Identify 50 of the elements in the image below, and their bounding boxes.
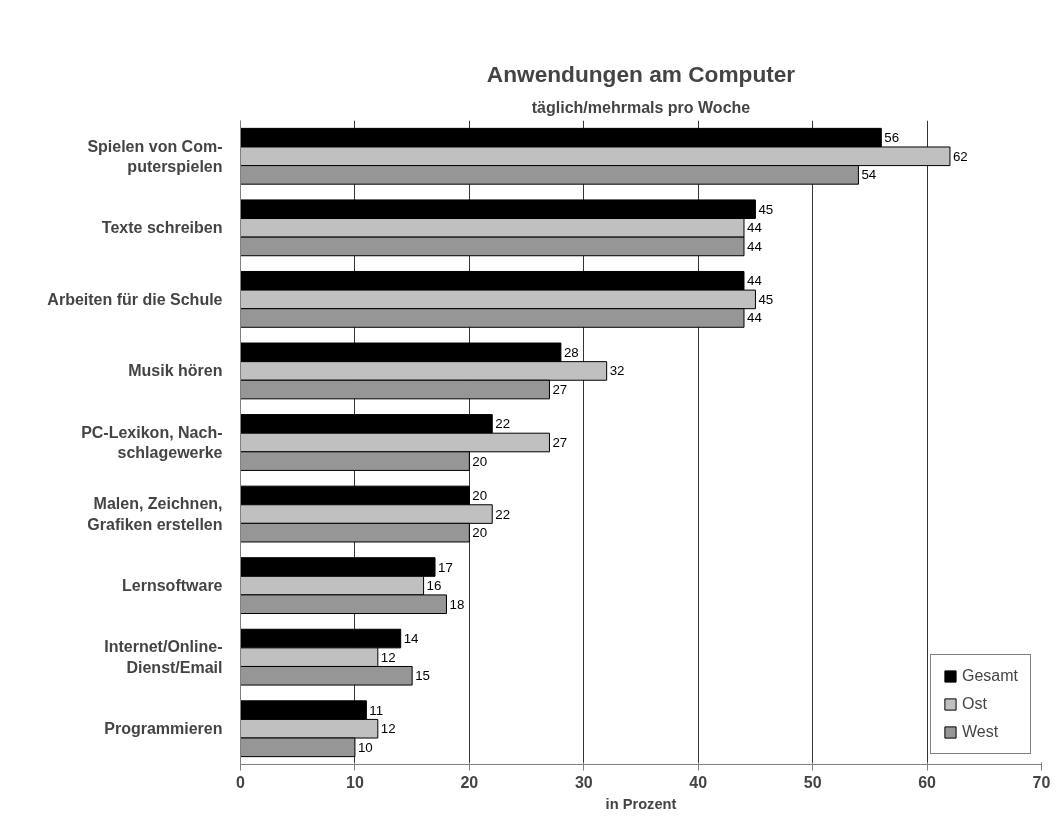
y-tick-label: Lernsoftware xyxy=(122,577,223,595)
data-label: 20 xyxy=(472,487,488,503)
data-label: 12 xyxy=(380,721,396,737)
data-label: 14 xyxy=(403,631,420,647)
y-tick-label: Arbeiten für die Schule xyxy=(47,290,223,308)
data-label: 27 xyxy=(552,435,568,450)
legend-label: Gesamt xyxy=(961,667,1018,685)
data-label: 45 xyxy=(758,201,774,217)
x-axis-title: in Prozent xyxy=(605,795,677,812)
y-tick-label: Internet/Online- Dienst/Email xyxy=(104,638,223,676)
y-tick-label: Malen, Zeichnen, Grafiken erstellen xyxy=(87,495,223,533)
data-label: 10 xyxy=(357,739,373,755)
data-label: 27 xyxy=(552,382,568,398)
data-label: 62 xyxy=(952,148,968,164)
x-tick-label: 0 xyxy=(236,773,246,791)
y-tick-label: Spielen von Com- puterspielen xyxy=(87,137,223,175)
data-label: 44 xyxy=(746,220,763,236)
data-label: 17 xyxy=(438,559,453,575)
data-label: 20 xyxy=(472,453,488,469)
data-label: 44 xyxy=(746,310,763,326)
chart-title: Anwendungen am Computer xyxy=(486,60,796,87)
data-label: 44 xyxy=(746,273,763,289)
data-label: 20 xyxy=(472,525,488,541)
data-label: 18 xyxy=(449,596,465,612)
x-tick-label: 70 xyxy=(1032,773,1051,791)
legend-label: West xyxy=(961,723,999,741)
data-label: 15 xyxy=(415,668,430,684)
data-label: 22 xyxy=(495,416,511,432)
x-tick-label: 30 xyxy=(574,773,593,791)
data-label: 56 xyxy=(884,130,900,146)
x-tick-label: 20 xyxy=(460,773,479,791)
x-tick-label: 50 xyxy=(803,773,822,791)
data-label: 28 xyxy=(563,344,579,360)
data-label: 11 xyxy=(369,702,384,718)
chart-subtitle: täglich/mehrmals pro Woche xyxy=(531,98,751,116)
data-label: 12 xyxy=(380,649,396,665)
y-tick-label: Programmieren xyxy=(104,720,223,738)
data-label: 44 xyxy=(746,238,763,254)
legend-label: Ost xyxy=(961,695,987,713)
data-label: 45 xyxy=(758,291,774,307)
x-tick-label: 60 xyxy=(918,773,937,791)
x-tick-label: 10 xyxy=(346,773,364,791)
data-label: 32 xyxy=(609,363,625,379)
y-tick-label: PC-Lexikon, Nach- schlagewerke xyxy=(81,423,223,462)
data-label: 16 xyxy=(426,578,442,594)
y-tick-label: Musik hören xyxy=(128,362,223,380)
x-tick-label: 40 xyxy=(689,773,708,791)
data-label: 54 xyxy=(861,167,877,183)
y-tick-label: Texte schreiben xyxy=(101,219,223,237)
data-label: 22 xyxy=(495,506,511,522)
